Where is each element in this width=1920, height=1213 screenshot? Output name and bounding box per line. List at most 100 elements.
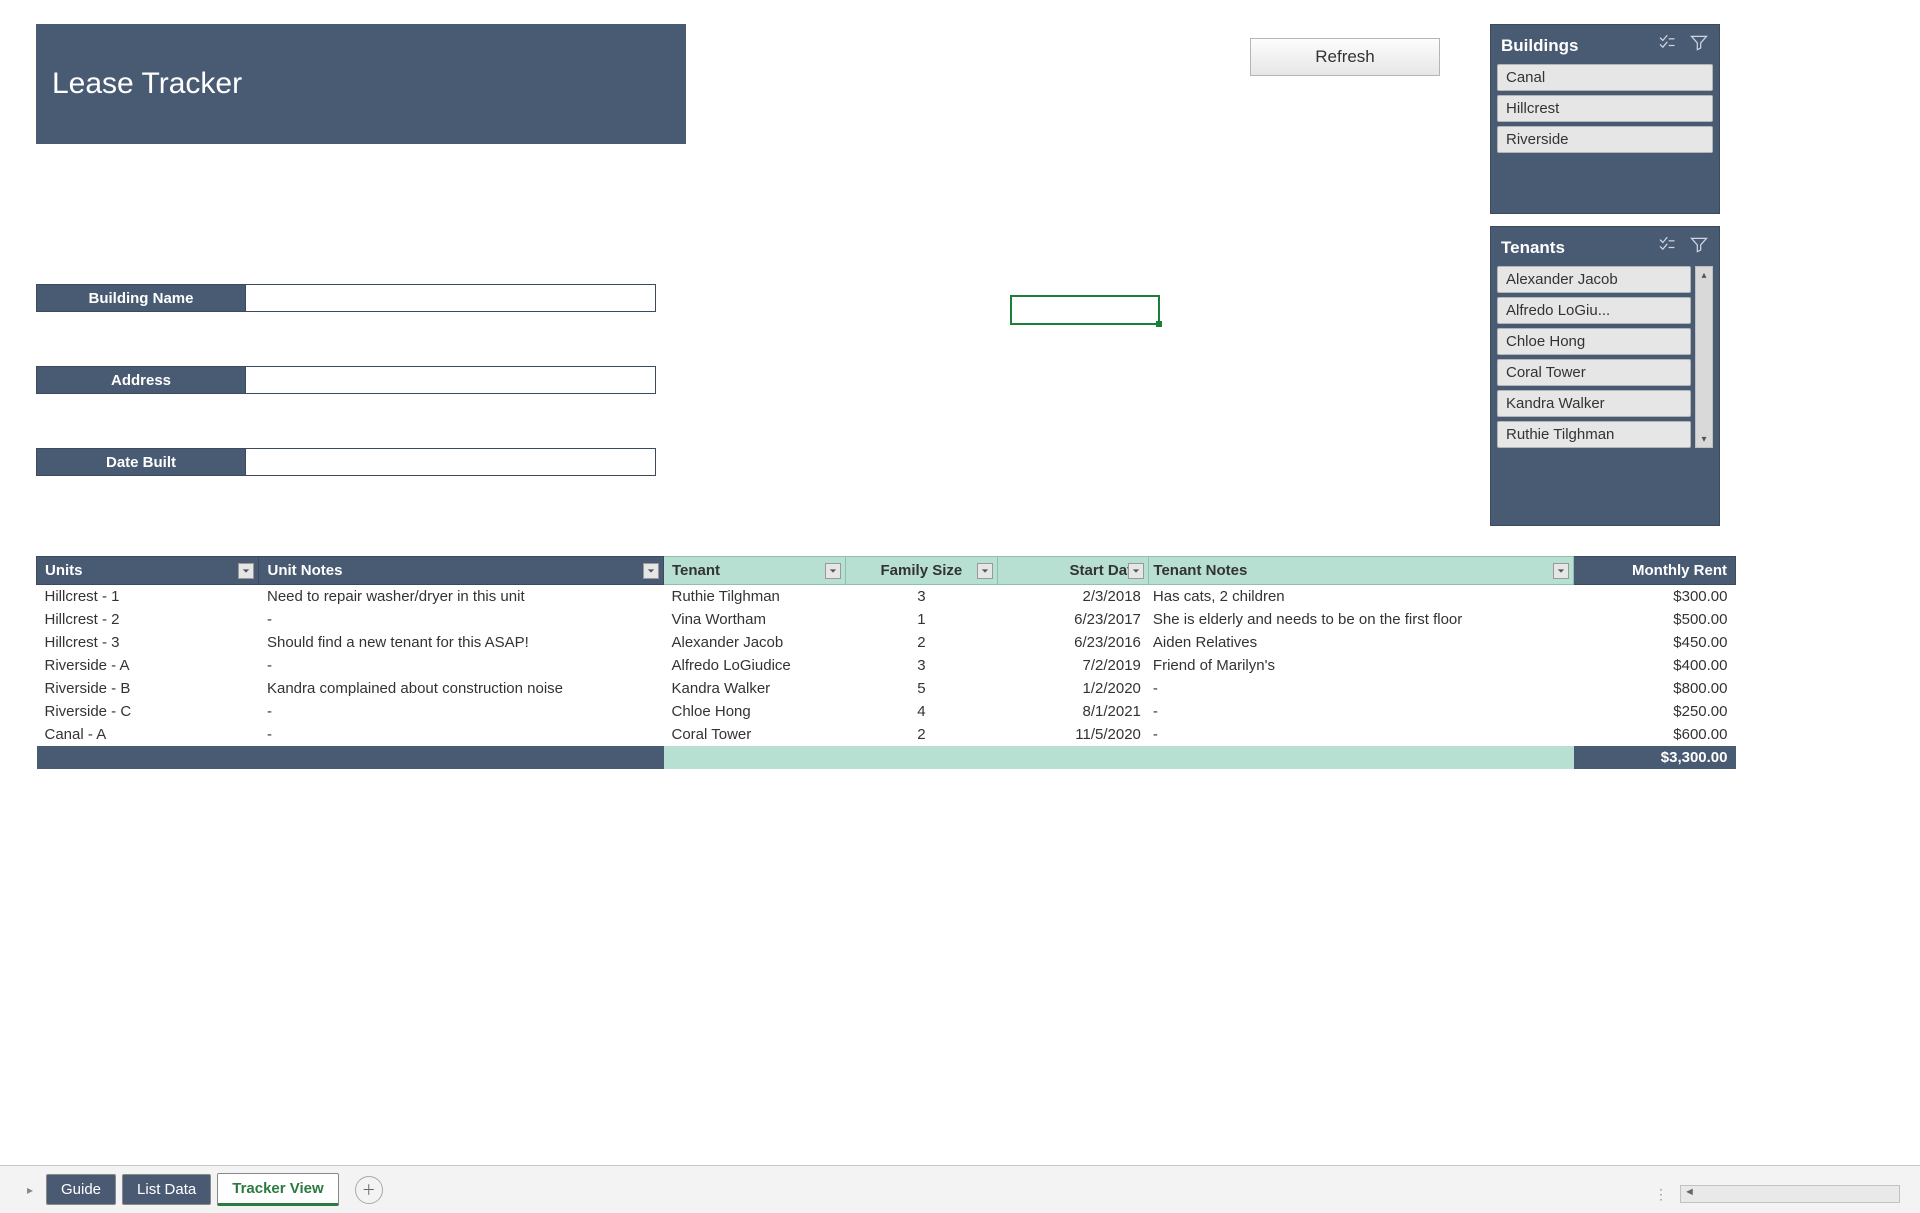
- header-family-size[interactable]: Family Size: [846, 557, 998, 585]
- filter-icon[interactable]: [238, 563, 254, 579]
- cell-tenant[interactable]: Ruthie Tilghman: [664, 585, 846, 609]
- cell-start-date[interactable]: 8/1/2021: [997, 700, 1149, 723]
- clear-filter-icon[interactable]: [1689, 33, 1709, 58]
- filter-icon[interactable]: [825, 563, 841, 579]
- multiselect-icon[interactable]: [1657, 33, 1677, 58]
- header-tenant-label: Tenant: [672, 562, 720, 579]
- refresh-button[interactable]: Refresh: [1250, 38, 1440, 76]
- slicer-item-canal[interactable]: Canal: [1497, 64, 1713, 91]
- multiselect-icon[interactable]: [1657, 235, 1677, 260]
- cell-unit-notes[interactable]: -: [259, 654, 664, 677]
- table-row[interactable]: Riverside - A-Alfredo LoGiudice37/2/2019…: [37, 654, 1736, 677]
- filter-icon[interactable]: [643, 563, 659, 579]
- slicer-item-ruthie[interactable]: Ruthie Tilghman: [1497, 421, 1691, 448]
- cell-units[interactable]: Hillcrest - 2: [37, 608, 259, 631]
- tab-nav-prev-icon[interactable]: ▸: [20, 1183, 40, 1197]
- table-row[interactable]: Hillcrest - 1Need to repair washer/dryer…: [37, 585, 1736, 609]
- cell-monthly-rent[interactable]: $450.00: [1574, 631, 1736, 654]
- cell-tenant-notes[interactable]: She is elderly and needs to be on the fi…: [1149, 608, 1574, 631]
- cell-monthly-rent[interactable]: $400.00: [1574, 654, 1736, 677]
- slicer-item-kandra[interactable]: Kandra Walker: [1497, 390, 1691, 417]
- header-start-date[interactable]: Start Date: [997, 557, 1149, 585]
- cell-start-date[interactable]: 7/2/2019: [997, 654, 1149, 677]
- cell-units[interactable]: Riverside - B: [37, 677, 259, 700]
- cell-units[interactable]: Hillcrest - 3: [37, 631, 259, 654]
- tab-guide[interactable]: Guide: [46, 1174, 116, 1205]
- cell-monthly-rent[interactable]: $800.00: [1574, 677, 1736, 700]
- header-unit-notes[interactable]: Unit Notes: [259, 557, 664, 585]
- slicer-item-chloe[interactable]: Chloe Hong: [1497, 328, 1691, 355]
- slicer-item-coral[interactable]: Coral Tower: [1497, 359, 1691, 386]
- cell-unit-notes[interactable]: Need to repair washer/dryer in this unit: [259, 585, 664, 609]
- date-built-input[interactable]: [246, 448, 656, 476]
- slicer-item-alfredo[interactable]: Alfredo LoGiu...: [1497, 297, 1691, 324]
- sheet-tab-bar: ▸ Guide List Data Tracker View ＋ ⋮: [0, 1165, 1920, 1213]
- cell-tenant-notes[interactable]: -: [1149, 700, 1574, 723]
- filter-icon[interactable]: [1553, 563, 1569, 579]
- cell-tenant[interactable]: Alfredo LoGiudice: [664, 654, 846, 677]
- cell-units[interactable]: Hillcrest - 1: [37, 585, 259, 609]
- cell-monthly-rent[interactable]: $300.00: [1574, 585, 1736, 609]
- cell-start-date[interactable]: 2/3/2018: [997, 585, 1149, 609]
- cell-tenant[interactable]: Vina Wortham: [664, 608, 846, 631]
- cell-start-date[interactable]: 6/23/2016: [997, 631, 1149, 654]
- cell-unit-notes[interactable]: -: [259, 700, 664, 723]
- scroll-up-icon[interactable]: ▴: [1696, 267, 1712, 283]
- cell-monthly-rent[interactable]: $500.00: [1574, 608, 1736, 631]
- filter-icon[interactable]: [977, 563, 993, 579]
- cell-unit-notes[interactable]: Kandra complained about construction noi…: [259, 677, 664, 700]
- clear-filter-icon[interactable]: [1689, 235, 1709, 260]
- cell-units[interactable]: Riverside - C: [37, 700, 259, 723]
- tenants-slicer-scrollbar[interactable]: ▴ ▾: [1695, 266, 1713, 448]
- cell-start-date[interactable]: 11/5/2020: [997, 723, 1149, 746]
- cell-unit-notes[interactable]: -: [259, 723, 664, 746]
- cell-tenant-notes[interactable]: -: [1149, 677, 1574, 700]
- cell-tenant-notes[interactable]: -: [1149, 723, 1574, 746]
- table-row[interactable]: Canal - A-Coral Tower211/5/2020-$600.00: [37, 723, 1736, 746]
- cell-family-size[interactable]: 1: [846, 608, 998, 631]
- cell-unit-notes[interactable]: Should find a new tenant for this ASAP!: [259, 631, 664, 654]
- header-tenant-notes[interactable]: Tenant Notes: [1149, 557, 1574, 585]
- slicer-item-alexander[interactable]: Alexander Jacob: [1497, 266, 1691, 293]
- active-cell[interactable]: [1010, 295, 1160, 325]
- cell-tenant[interactable]: Alexander Jacob: [664, 631, 846, 654]
- address-input[interactable]: [246, 366, 656, 394]
- cell-start-date[interactable]: 6/23/2017: [997, 608, 1149, 631]
- filter-icon[interactable]: [1128, 563, 1144, 579]
- table-row[interactable]: Hillcrest - 2-Vina Wortham16/23/2017She …: [37, 608, 1736, 631]
- add-sheet-button[interactable]: ＋: [355, 1176, 383, 1204]
- table-row[interactable]: Hillcrest - 3Should find a new tenant fo…: [37, 631, 1736, 654]
- cell-tenant-notes[interactable]: Aiden Relatives: [1149, 631, 1574, 654]
- header-tenant[interactable]: Tenant: [664, 557, 846, 585]
- table-row[interactable]: Riverside - C-Chloe Hong48/1/2021-$250.0…: [37, 700, 1736, 723]
- header-units[interactable]: Units: [37, 557, 259, 585]
- cell-family-size[interactable]: 3: [846, 585, 998, 609]
- tab-tracker-view[interactable]: Tracker View: [217, 1173, 338, 1206]
- slicer-item-riverside[interactable]: Riverside: [1497, 126, 1713, 153]
- cell-family-size[interactable]: 2: [846, 631, 998, 654]
- table-row[interactable]: Riverside - BKandra complained about con…: [37, 677, 1736, 700]
- cell-tenant[interactable]: Chloe Hong: [664, 700, 846, 723]
- slicer-item-hillcrest[interactable]: Hillcrest: [1497, 95, 1713, 122]
- cell-family-size[interactable]: 4: [846, 700, 998, 723]
- scrollbar-track[interactable]: [1680, 1185, 1900, 1203]
- cell-tenant-notes[interactable]: Friend of Marilyn's: [1149, 654, 1574, 677]
- building-name-input[interactable]: [246, 284, 656, 312]
- cell-start-date[interactable]: 1/2/2020: [997, 677, 1149, 700]
- tenants-slicer-header: Tenants: [1497, 233, 1713, 266]
- cell-family-size[interactable]: 5: [846, 677, 998, 700]
- cell-units[interactable]: Canal - A: [37, 723, 259, 746]
- cell-tenant-notes[interactable]: Has cats, 2 children: [1149, 585, 1574, 609]
- cell-monthly-rent[interactable]: $250.00: [1574, 700, 1736, 723]
- cell-unit-notes[interactable]: -: [259, 608, 664, 631]
- cell-family-size[interactable]: 2: [846, 723, 998, 746]
- header-monthly-rent[interactable]: Monthly Rent: [1574, 557, 1736, 585]
- horizontal-scroll[interactable]: ⋮: [1654, 1185, 1900, 1203]
- cell-tenant[interactable]: Coral Tower: [664, 723, 846, 746]
- cell-monthly-rent[interactable]: $600.00: [1574, 723, 1736, 746]
- cell-tenant[interactable]: Kandra Walker: [664, 677, 846, 700]
- scroll-down-icon[interactable]: ▾: [1696, 431, 1712, 447]
- cell-units[interactable]: Riverside - A: [37, 654, 259, 677]
- tab-list-data[interactable]: List Data: [122, 1174, 211, 1205]
- cell-family-size[interactable]: 3: [846, 654, 998, 677]
